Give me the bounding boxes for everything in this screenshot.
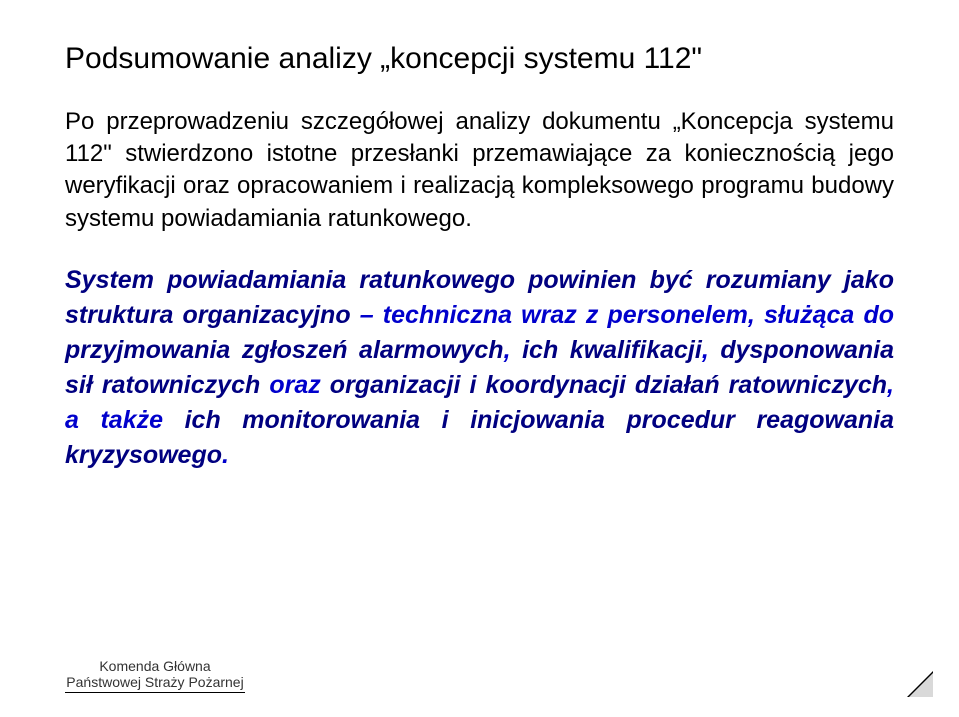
emphasis-paragraph: System powiadamiania ratunkowego powinie… xyxy=(65,263,894,473)
footer-line-1: Komenda Główna xyxy=(65,658,245,674)
emph-run: przyjmowania zgłoszeń alarmowych xyxy=(65,336,504,364)
slide-page: Podsumowanie analizy „koncepcji systemu … xyxy=(0,0,959,717)
page-title: Podsumowanie analizy „koncepcji systemu … xyxy=(65,40,894,78)
emph-run: – techniczna wraz z personelem, służąca … xyxy=(351,301,894,329)
footer-line-2: Państwowej Straży Pożarnej xyxy=(65,674,245,690)
emph-run: oraz xyxy=(260,371,330,399)
emph-run: ich monitorowania i inicjowania procedur… xyxy=(65,406,894,469)
intro-paragraph: Po przeprowadzeniu szczegółowej analizy … xyxy=(65,106,894,236)
emph-run: organizacji i koordynacji działań ratown… xyxy=(330,371,887,399)
page-corner-fold-icon xyxy=(907,671,933,697)
emph-run: ich kwalifikacji xyxy=(522,336,702,364)
footer-block: Komenda Główna Państwowej Straży Pożarne… xyxy=(65,658,245,693)
emph-run: . xyxy=(222,441,229,469)
emph-run: , xyxy=(702,336,721,364)
footer-rule xyxy=(65,692,245,693)
emph-run: , xyxy=(504,336,523,364)
